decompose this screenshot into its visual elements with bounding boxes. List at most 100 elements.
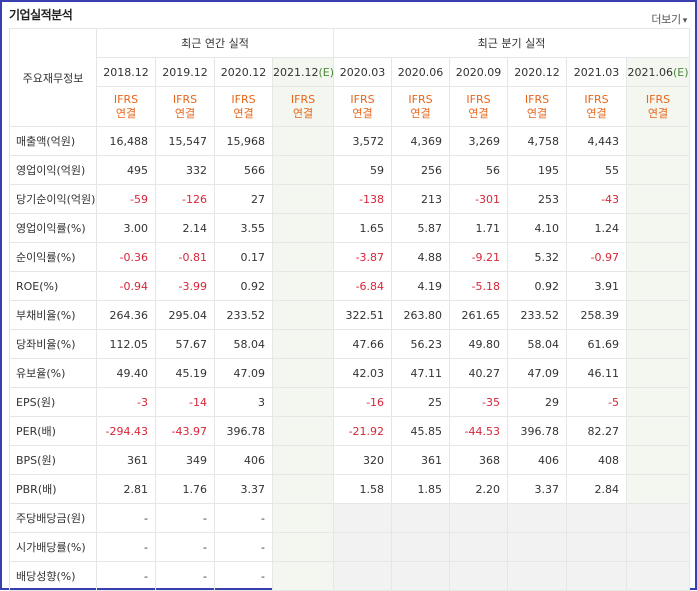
table-cell: 320 (333, 445, 393, 475)
basis-cell: IFRS 연결 (96, 86, 156, 127)
table-cell (626, 213, 691, 243)
table-cell (626, 532, 691, 562)
chevron-down-icon: ▾ (682, 16, 688, 26)
more-link[interactable]: 더보기 ▾ (651, 11, 687, 27)
period-label: 2019.12 (162, 65, 208, 79)
basis-cell: IFRS 연결 (626, 86, 691, 127)
row-label: 시가배당률(%) (9, 532, 97, 562)
table-cell (626, 155, 691, 185)
table-cell (626, 271, 691, 301)
period-header: 2020.06 (391, 57, 451, 87)
basis-cell: IFRS 연결 (566, 86, 628, 127)
estimate-marker: (E) (318, 65, 335, 79)
more-label: 더보기 (651, 13, 681, 26)
table-cell: 4,758 (507, 126, 568, 156)
table-cell (626, 503, 691, 533)
table-cell: 25 (391, 387, 451, 417)
table-cell: 361 (96, 445, 156, 475)
table-cell: -35 (449, 387, 509, 417)
table-cell: 3,269 (449, 126, 509, 156)
table-cell: 3.00 (96, 213, 156, 243)
table-cell: 1.24 (566, 213, 628, 243)
table-row: ROE(%) -0.94 -3.99 0.92 -6.84 4.19 -5.18 0.92 3.… (9, 271, 691, 301)
table-row: 영업이익률(%) 3.00 2.14 3.55 1.65 5.87 1.71 4.10 1.24 (9, 213, 691, 243)
table-cell: 264.36 (96, 300, 156, 330)
table-cell: 47.09 (507, 358, 568, 388)
table-cell: 47.09 (214, 358, 273, 388)
table-cell: 40.27 (449, 358, 509, 388)
basis-ifrs: IFRS (645, 92, 671, 106)
table-cell: -3.99 (155, 271, 215, 301)
table-cell: - (155, 532, 215, 562)
basis-consolidated: 연결 (233, 106, 254, 120)
row-label: ROE(%) (9, 271, 97, 301)
table-cell: 0.92 (507, 271, 568, 301)
table-cell: 566 (214, 155, 273, 185)
table-cell: 332 (155, 155, 215, 185)
table-cell: -126 (155, 184, 215, 214)
table-cell: 3.37 (214, 474, 273, 504)
table-cell (626, 300, 691, 330)
table-cell: 61.69 (566, 329, 628, 359)
table-cell: 29 (507, 387, 568, 417)
table-row: 매출액(억원) 16,488 15,547 15,968 3,572 4,369 3,269… (9, 126, 691, 156)
table-cell: 2.84 (566, 474, 628, 504)
table-cell: 1.65 (333, 213, 393, 243)
table-cell (271, 271, 335, 301)
table-cell: 15,968 (214, 126, 273, 156)
period-label: 2021.12 (273, 65, 319, 79)
table-cell: 58.04 (507, 329, 568, 359)
table-cell: 27 (214, 184, 273, 214)
table-cell (271, 155, 335, 185)
table-cell: 4,369 (391, 126, 451, 156)
period-label: 2020.09 (455, 65, 502, 79)
table-cell (271, 387, 335, 417)
table-cell: - (214, 503, 273, 533)
table-cell: 5.32 (507, 242, 568, 272)
table-cell (271, 445, 335, 475)
period-header: 2020.03 (333, 57, 393, 87)
table-row: EPS(원) -3 -14 3 -16 25 -35 29 -5 (9, 387, 691, 417)
table-cell (566, 561, 628, 591)
basis-consolidated: 연결 (647, 106, 669, 120)
financial-table: 주요재무정보 최근 연간 실적 최근 분기 실적 2018.12 2019.12 2020… (9, 28, 691, 591)
table-cell: -16 (333, 387, 393, 417)
table-cell (391, 561, 451, 591)
table-cell (626, 358, 691, 388)
table-cell: 396.78 (507, 416, 568, 446)
table-cell: -0.94 (96, 271, 156, 301)
table-cell: 3,572 (333, 126, 393, 156)
table-cell: 56.23 (391, 329, 451, 359)
table-cell: 45.85 (391, 416, 451, 446)
table-cell (626, 184, 691, 214)
table-cell (449, 503, 509, 533)
table-cell: -14 (155, 387, 215, 417)
table-cell (271, 300, 335, 330)
table-cell (507, 561, 568, 591)
table-cell (271, 416, 335, 446)
table-cell (626, 329, 691, 359)
table-row: 유보율(%) 49.40 45.19 47.09 42.03 47.11 40.27 47.0… (9, 358, 691, 388)
row-label: PBR(배) (9, 474, 97, 504)
table-cell: 253 (507, 184, 568, 214)
table-row: 순이익률(%) -0.36 -0.81 0.17 -3.87 4.88 -9.21 5.32-… (9, 242, 691, 272)
table-row: 주당배당금(원) - - - (9, 503, 691, 533)
table-cell: 3 (214, 387, 273, 417)
table-cell: 82.27 (566, 416, 628, 446)
table-cell: 47.11 (391, 358, 451, 388)
table-cell: 58.04 (214, 329, 273, 359)
table-cell: 233.52 (507, 300, 568, 330)
table-cell: 57.67 (155, 329, 215, 359)
table-cell: 213 (391, 184, 451, 214)
table-cell: -21.92 (333, 416, 393, 446)
table-cell: -44.53 (449, 416, 509, 446)
table-row: BPS(원) 361 349 406 320 361 368 406 408 (9, 445, 691, 475)
period-label: 2020.12 (514, 65, 560, 79)
period-label: 2021.03 (573, 65, 620, 79)
row-header-label: 주요재무정보 (9, 28, 97, 127)
table-cell (507, 503, 568, 533)
period-header: 2020.09 (449, 57, 509, 87)
table-cell (507, 532, 568, 562)
table-cell: 112.05 (96, 329, 156, 359)
table-cell: 59 (333, 155, 393, 185)
